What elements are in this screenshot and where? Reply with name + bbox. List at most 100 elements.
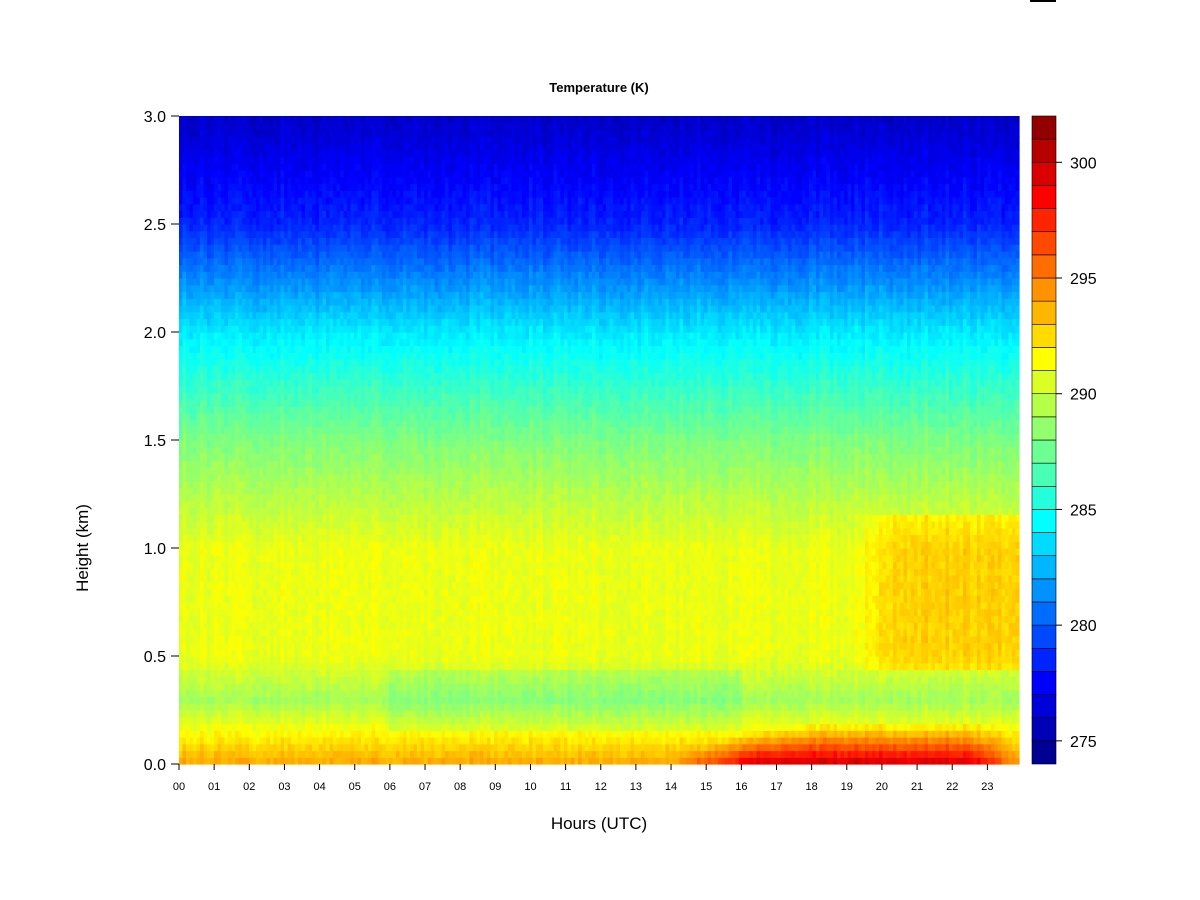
heatmap-cell xyxy=(252,568,257,576)
heatmap-cell xyxy=(329,210,334,218)
heatmap-cell xyxy=(210,386,215,394)
heatmap-cell xyxy=(186,298,191,306)
heatmap-cell xyxy=(287,372,292,380)
heatmap-cell xyxy=(284,257,289,266)
heatmap-cell xyxy=(287,203,292,212)
heatmap-cell xyxy=(301,541,306,549)
heatmap-cell xyxy=(224,203,229,212)
heatmap-cell xyxy=(221,210,226,218)
heatmap-cell xyxy=(266,676,271,684)
heatmap-cell xyxy=(291,203,296,212)
heatmap-cell xyxy=(277,129,282,137)
heatmap-cell xyxy=(221,568,226,576)
heatmap-cell xyxy=(252,453,257,461)
heatmap-cell xyxy=(259,176,264,185)
heatmap-cell xyxy=(312,662,317,671)
heatmap-cell xyxy=(273,561,278,569)
heatmap-cell xyxy=(319,386,324,394)
heatmap-cell xyxy=(193,730,198,738)
heatmap-cell xyxy=(221,257,226,266)
heatmap-cell xyxy=(277,642,282,650)
heatmap-cell xyxy=(322,575,327,583)
heatmap-cell xyxy=(305,129,310,137)
heatmap-cell xyxy=(238,203,243,212)
heatmap-cell xyxy=(347,689,352,698)
heatmap-cell xyxy=(312,352,317,360)
heatmap-cell xyxy=(193,541,198,549)
heatmap-cell xyxy=(277,386,282,394)
heatmap-cell xyxy=(354,305,359,313)
heatmap-cell xyxy=(336,237,341,245)
heatmap-cell xyxy=(263,548,268,556)
heatmap-cell xyxy=(231,487,236,495)
heatmap-cell xyxy=(182,662,187,671)
heatmap-cell xyxy=(298,487,303,495)
heatmap-cell xyxy=(340,662,345,671)
heatmap-cell xyxy=(263,602,268,610)
heatmap-cell xyxy=(193,743,198,752)
heatmap-cell xyxy=(357,176,362,185)
heatmap-cell xyxy=(273,689,278,698)
heatmap-cell xyxy=(235,325,240,333)
heatmap-cell xyxy=(245,426,250,434)
heatmap-cell xyxy=(266,629,271,637)
heatmap-cell xyxy=(238,264,243,272)
heatmap-cell xyxy=(347,392,352,401)
heatmap-cell xyxy=(242,305,247,313)
heatmap-cell xyxy=(179,298,184,306)
heatmap-cell xyxy=(221,426,226,434)
heatmap-cell xyxy=(263,257,268,266)
heatmap-cell xyxy=(280,460,285,468)
heatmap-cell xyxy=(291,588,296,596)
heatmap-cell xyxy=(235,116,240,124)
heatmap-cell xyxy=(266,318,271,326)
heatmap-cell xyxy=(221,480,226,488)
heatmap-cell xyxy=(235,676,240,684)
heatmap-cell xyxy=(207,352,212,360)
heatmap-cell xyxy=(186,534,191,542)
heatmap-cell xyxy=(179,332,184,340)
heatmap-cell xyxy=(256,629,261,637)
heatmap-cell xyxy=(256,642,261,650)
heatmap-cell xyxy=(305,413,310,421)
heatmap-cell xyxy=(214,615,219,623)
heatmap-cell xyxy=(333,480,338,488)
heatmap-cell xyxy=(308,723,313,731)
heatmap-cell xyxy=(207,575,212,583)
heatmap-cell xyxy=(291,453,296,461)
heatmap-cell xyxy=(319,548,324,556)
heatmap-cell xyxy=(228,548,233,556)
heatmap-cell xyxy=(336,446,341,455)
heatmap-cell xyxy=(294,345,299,353)
heatmap-cell xyxy=(214,224,219,232)
heatmap-cell xyxy=(350,210,355,218)
heatmap-cell xyxy=(266,365,271,374)
heatmap-cell xyxy=(221,318,226,326)
heatmap-cell xyxy=(357,568,362,576)
heatmap-cell xyxy=(193,757,198,765)
heatmap-cell xyxy=(224,170,229,178)
heatmap-cell xyxy=(193,210,198,218)
heatmap-cell xyxy=(186,710,191,718)
heatmap-cell xyxy=(308,116,313,124)
heatmap-cell xyxy=(196,190,201,198)
heatmap-cell xyxy=(350,716,355,725)
heatmap-cell xyxy=(263,284,268,293)
heatmap-cell xyxy=(207,473,212,482)
heatmap-cell xyxy=(277,197,282,205)
heatmap-cell xyxy=(207,602,212,610)
heatmap-cell xyxy=(221,737,226,745)
heatmap-cell xyxy=(263,581,268,590)
heatmap-cell xyxy=(305,561,310,569)
heatmap-cell xyxy=(270,149,275,158)
heatmap-cell xyxy=(214,244,219,252)
heatmap-cell xyxy=(182,136,187,144)
heatmap-cell xyxy=(193,662,198,671)
heatmap-cell xyxy=(193,480,198,488)
heatmap-cell xyxy=(217,460,222,468)
heatmap-cell xyxy=(179,345,184,353)
heatmap-cell xyxy=(326,440,331,448)
heatmap-cell xyxy=(322,642,327,650)
heatmap-cell xyxy=(245,467,250,475)
heatmap-cell xyxy=(259,298,264,306)
